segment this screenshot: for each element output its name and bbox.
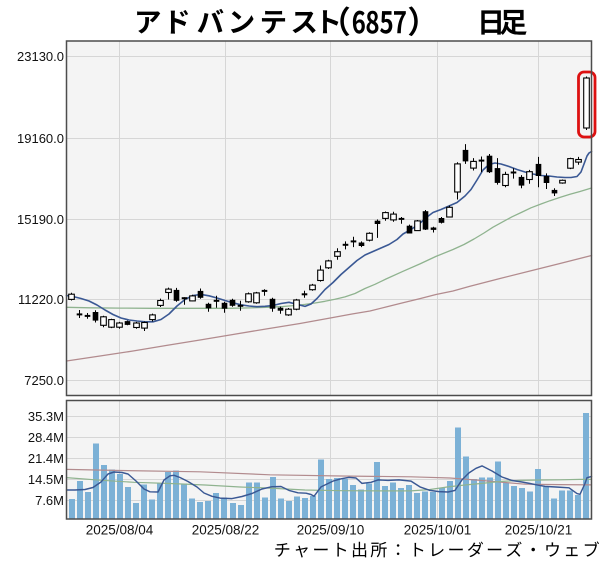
svg-text:19160.0: 19160.0	[17, 131, 64, 146]
svg-text:14.5M: 14.5M	[28, 472, 64, 487]
svg-text:7.6M: 7.6M	[35, 493, 64, 508]
svg-text:2025/10/21: 2025/10/21	[505, 523, 573, 538]
svg-text:2025/08/04: 2025/08/04	[86, 523, 154, 538]
svg-text:7250.0: 7250.0	[24, 373, 64, 388]
svg-text:21.4M: 21.4M	[28, 451, 64, 466]
svg-text:2025/09/10: 2025/09/10	[297, 523, 365, 538]
svg-text:2025/10/01: 2025/10/01	[404, 523, 472, 538]
svg-text:28.4M: 28.4M	[28, 430, 64, 445]
svg-text:35.3M: 35.3M	[28, 409, 64, 424]
svg-text:15190.0: 15190.0	[17, 212, 64, 227]
svg-text:11220.0: 11220.0	[18, 292, 64, 307]
svg-text:23130.0: 23130.0	[17, 49, 64, 64]
svg-text:2025/08/22: 2025/08/22	[192, 523, 260, 538]
